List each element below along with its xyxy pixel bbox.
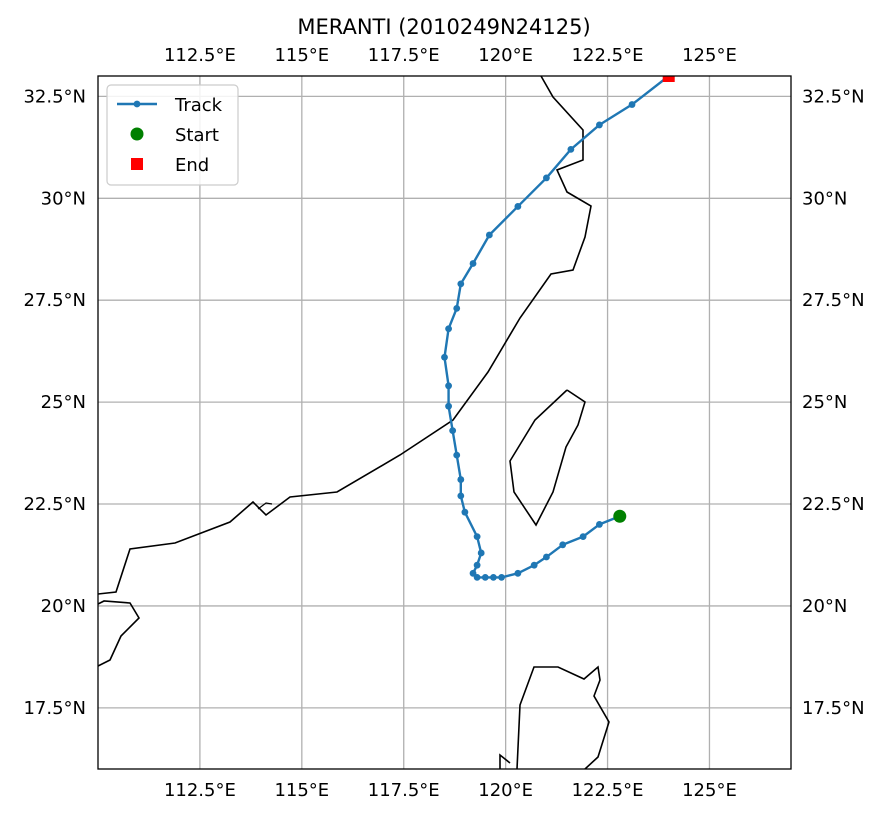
x-tick-label-bottom: 120°E: [478, 780, 533, 801]
coastlines: [98, 76, 610, 769]
coastline-hainan: [98, 600, 141, 667]
track-point: [445, 382, 452, 390]
track-point: [453, 451, 461, 459]
coastline-taiwan: [509, 389, 586, 527]
track-point: [445, 402, 452, 410]
x-tick-label-top: 125°E: [682, 45, 737, 66]
x-tick-label-top: 122.5°E: [572, 45, 644, 66]
y-tick-label-left: 22.5°N: [23, 494, 86, 515]
y-tick-label-left: 30°N: [41, 188, 86, 209]
y-tick-label-right: 17.5°N: [802, 698, 865, 719]
y-tick-label-right: 20°N: [802, 596, 847, 617]
x-tick-label-bottom: 112.5°E: [164, 780, 236, 801]
track-point: [485, 231, 493, 239]
plot-frame: [97, 75, 792, 770]
track-point: [457, 280, 465, 288]
coastline-mainland: [98, 76, 592, 595]
track-point: [596, 521, 603, 528]
track-point: [469, 260, 477, 267]
x-tick-label-top: 115°E: [274, 45, 329, 66]
legend-start-label: Start: [175, 125, 219, 146]
track-point: [477, 549, 485, 557]
track-point: [596, 121, 603, 129]
x-tick-label-bottom: 117.5°E: [368, 780, 440, 801]
legend-start-marker: [130, 127, 144, 141]
track-point: [498, 574, 505, 581]
end-marker: [662, 76, 675, 82]
legend-end-marker: [131, 158, 143, 170]
track-point: [559, 541, 567, 549]
track-point: [457, 476, 465, 483]
track-point: [567, 145, 575, 153]
x-tick-label-bottom: 115°E: [274, 780, 329, 801]
track-point: [441, 353, 448, 361]
track-point: [457, 492, 465, 500]
y-tick-label-left: 17.5°N: [23, 698, 86, 719]
coastline-shore-fragment: [257, 502, 273, 510]
coastline-islet: [499, 753, 511, 769]
y-tick-label-left: 27.5°N: [23, 290, 86, 311]
y-tick-label-left: 20°N: [41, 596, 86, 617]
track-point: [469, 569, 477, 577]
chart-title: MERANTI (2010249N24125): [297, 15, 590, 39]
x-tick-label-top: 120°E: [478, 45, 533, 66]
track-point: [514, 203, 522, 210]
y-tick-label-right: 27.5°N: [802, 290, 865, 311]
legend-track-marker: [133, 100, 141, 108]
axis-ticks: 112.5°E 112.5°E 115°E 115°E 117.5°E 117.5°E 12…: [23, 45, 864, 801]
x-tick-label-bottom: 125°E: [682, 780, 737, 801]
track-point: [490, 574, 497, 581]
track-point: [514, 569, 522, 577]
track-point: [543, 174, 550, 182]
legend-end-label: End: [175, 155, 209, 176]
track-point: [453, 304, 461, 312]
legend-track-label: Track: [174, 95, 223, 116]
y-tick-label-left: 25°N: [41, 392, 86, 413]
x-tick-label-bottom: 122.5°E: [572, 780, 644, 801]
track-point: [628, 101, 636, 108]
track-layer: [441, 76, 675, 581]
track-point: [473, 533, 481, 541]
legend: Track Start End: [106, 84, 239, 186]
track-point: [530, 561, 538, 569]
x-tick-label-top: 112.5°E: [164, 45, 236, 66]
coastline-luzon: [516, 665, 610, 769]
track-point: [445, 325, 452, 333]
start-marker: [613, 509, 627, 523]
track-point: [461, 508, 469, 516]
y-tick-label-right: 30°N: [802, 188, 847, 209]
gridlines: [98, 76, 791, 769]
y-tick-label-right: 22.5°N: [802, 494, 865, 515]
track-point: [579, 533, 587, 541]
track-line: [443, 76, 670, 579]
track-point: [473, 561, 481, 569]
track-point: [481, 574, 489, 581]
y-tick-label-right: 25°N: [802, 392, 847, 413]
y-tick-label-right: 32.5°N: [802, 86, 865, 107]
x-tick-label-top: 117.5°E: [368, 45, 440, 66]
track-point: [543, 553, 550, 561]
track-point: [449, 427, 457, 435]
y-tick-label-left: 32.5°N: [23, 86, 86, 107]
